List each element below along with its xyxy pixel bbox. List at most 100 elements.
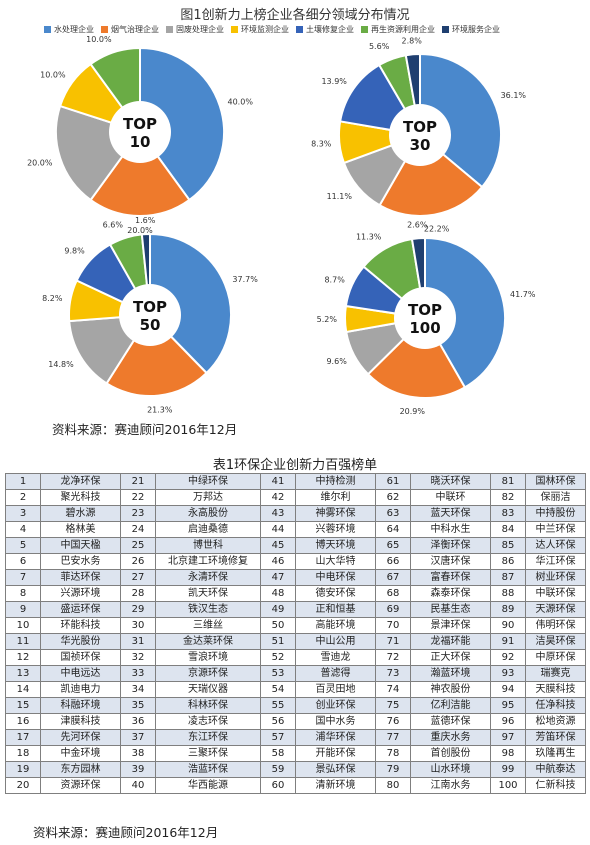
rank-cell: 71 <box>375 633 411 650</box>
legend-swatch <box>231 26 238 33</box>
table-row: 1 龙净环保 21 中绿环保 41 中持检测 61 晓沃环保 81 国林环保 <box>5 473 586 490</box>
company-cell: 百灵田地 <box>295 681 376 698</box>
pie-slice <box>424 236 506 389</box>
company-cell: 汉唐环保 <box>410 553 491 570</box>
company-cell: 中电环保 <box>295 569 376 586</box>
legend-item: 再生资源利用企业 <box>361 24 435 35</box>
rank-cell: 80 <box>375 777 411 794</box>
company-cell: 神农股份 <box>410 681 491 698</box>
table-row: 16 津膜科技 36 凌志环保 56 国中水务 76 蓝德环保 96 松地资源 <box>5 713 586 730</box>
rank-cell: 11 <box>5 633 41 650</box>
chart-legend: 水处理企业 烟气治理企业 固废处理企业 环境监测企业 土壤修复企业 再生资源利用企业 环境服… <box>44 24 544 35</box>
rank-cell: 78 <box>375 745 411 762</box>
rank-cell: 3 <box>5 505 41 522</box>
company-cell: 三聚环保 <box>155 745 261 762</box>
rank-cell: 58 <box>260 745 296 762</box>
company-cell: 博世科 <box>155 537 261 554</box>
company-cell: 树业环保 <box>525 569 586 586</box>
rank-cell: 4 <box>5 521 41 538</box>
rank-cell: 98 <box>490 745 526 762</box>
rank-cell: 21 <box>120 473 156 490</box>
rank-cell: 99 <box>490 761 526 778</box>
table-row: 14 凯迪电力 34 天瑞仪器 54 百灵田地 74 神农股份 94 天膜科技 <box>5 681 586 698</box>
company-cell: 德安环保 <box>295 585 376 602</box>
rank-cell: 26 <box>120 553 156 570</box>
rank-cell: 84 <box>490 521 526 538</box>
company-cell: 重庆水务 <box>410 729 491 746</box>
slice-label: 14.8% <box>48 360 74 369</box>
rank-cell: 92 <box>490 649 526 666</box>
company-cell: 东江环保 <box>155 729 261 746</box>
pie-center-label: TOP <box>133 298 167 316</box>
rank-cell: 87 <box>490 569 526 586</box>
rank-cell: 9 <box>5 601 41 618</box>
legend-label: 环境服务企业 <box>452 25 500 34</box>
company-cell: 启迪桑德 <box>155 521 261 538</box>
company-cell: 中联环保 <box>525 585 586 602</box>
pie-slice <box>105 313 208 397</box>
company-cell: 山水环境 <box>410 761 491 778</box>
table-row: 7 菲达环保 27 永清环保 47 中电环保 67 富春环保 87 树业环保 <box>5 569 586 586</box>
company-cell: 江南水务 <box>410 777 491 794</box>
company-cell: 泽衡环保 <box>410 537 491 554</box>
company-cell: 龙福环能 <box>410 633 491 650</box>
slice-label: 6.6% <box>103 221 124 230</box>
company-cell: 普滤得 <box>295 665 376 682</box>
company-cell: 蓝德环保 <box>410 713 491 730</box>
company-cell: 京源环保 <box>155 665 261 682</box>
company-cell: 金达莱环保 <box>155 633 261 650</box>
rank-cell: 39 <box>120 761 156 778</box>
pie-center-value: 10 <box>130 133 151 151</box>
rank-cell: 74 <box>375 681 411 698</box>
rank-cell: 85 <box>490 537 526 554</box>
table-row: 4 格林美 24 启迪桑德 44 兴蓉环境 64 中科水生 84 中兰环保 <box>5 521 586 538</box>
rank-cell: 17 <box>5 729 41 746</box>
slice-label: 9.6% <box>326 357 347 366</box>
company-cell: 先河环保 <box>40 729 121 746</box>
pie-center-value: 100 <box>409 319 440 337</box>
slice-label: 1.6% <box>135 216 156 225</box>
company-cell: 天瑞仪器 <box>155 681 261 698</box>
legend-item: 土壤修复企业 <box>296 24 354 35</box>
legend-label: 再生资源利用企业 <box>371 25 435 34</box>
pie-center-hole <box>119 284 181 346</box>
pie-center-label: TOP <box>123 115 157 133</box>
rank-cell: 43 <box>260 505 296 522</box>
pie-center-hole <box>389 104 451 166</box>
rank-cell: 52 <box>260 649 296 666</box>
rank-cell: 38 <box>120 745 156 762</box>
rank-cell: 60 <box>260 777 296 794</box>
company-cell: 瑞赛克 <box>525 665 586 682</box>
company-cell: 聚光科技 <box>40 489 121 506</box>
rank-cell: 2 <box>5 489 41 506</box>
table-row: 12 国祯环保 32 雪浪环境 52 雪迪龙 72 正大环保 92 中原环保 <box>5 649 586 666</box>
slice-label: 5.2% <box>317 315 338 324</box>
table-row: 19 东方园林 39 浩蓝环保 59 景弘环保 79 山水环境 99 中航泰达 <box>5 761 586 778</box>
rank-cell: 18 <box>5 745 41 762</box>
table-row: 10 环能科技 30 三维丝 50 高能环境 70 景津环保 90 伟明环保 <box>5 617 586 634</box>
legend-item: 水处理企业 <box>44 24 94 35</box>
rank-cell: 7 <box>5 569 41 586</box>
company-cell: 格林美 <box>40 521 121 538</box>
company-cell: 国林环保 <box>525 473 586 490</box>
rank-cell: 69 <box>375 601 411 618</box>
rank-cell: 42 <box>260 489 296 506</box>
rank-cell: 50 <box>260 617 296 634</box>
rank-cell: 82 <box>490 489 526 506</box>
rank-cell: 23 <box>120 505 156 522</box>
company-cell: 达人环保 <box>525 537 586 554</box>
company-cell: 维尔利 <box>295 489 376 506</box>
company-cell: 凯迪电力 <box>40 681 121 698</box>
slice-label: 2.8% <box>402 36 423 45</box>
company-cell: 科融环境 <box>40 697 121 714</box>
company-cell: 科林环保 <box>155 697 261 714</box>
rank-cell: 56 <box>260 713 296 730</box>
rank-cell: 55 <box>260 697 296 714</box>
company-cell: 北京建工环境修复 <box>155 553 261 570</box>
slice-label: 40.0% <box>228 98 254 107</box>
rank-cell: 40 <box>120 777 156 794</box>
legend-swatch <box>44 26 51 33</box>
company-cell: 中科水生 <box>410 521 491 538</box>
company-cell: 瀚蓝环境 <box>410 665 491 682</box>
